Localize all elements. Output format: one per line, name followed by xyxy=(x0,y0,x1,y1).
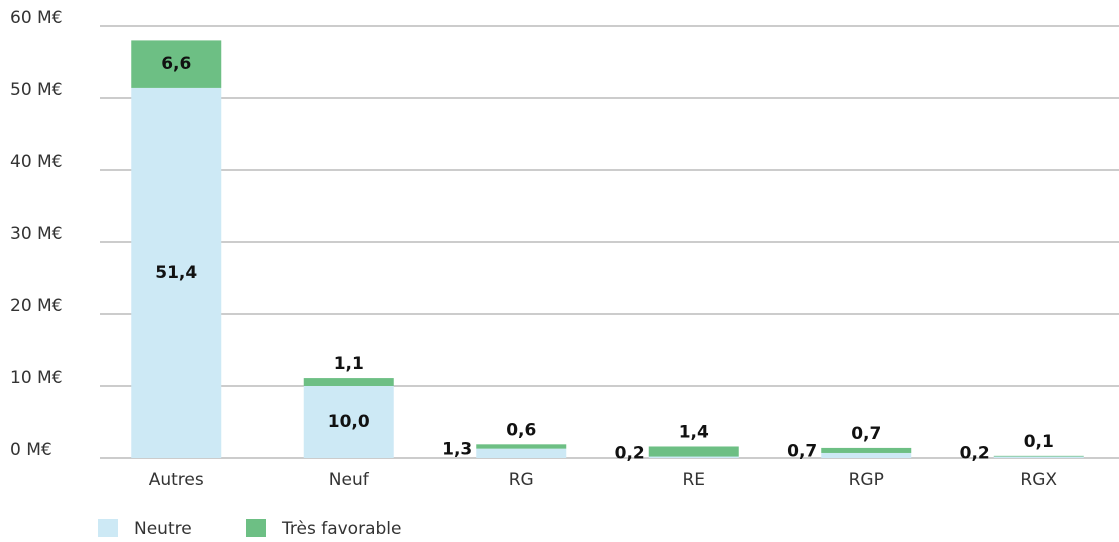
bar-segment xyxy=(648,446,739,457)
x-tick-label: RGX xyxy=(1020,470,1057,490)
bar-segment xyxy=(993,455,1084,457)
y-tick-label: 10 M€ xyxy=(10,368,63,388)
x-tick-label: RE xyxy=(682,470,705,490)
value-label: 0,6 xyxy=(506,420,536,440)
value-label: 1,3 xyxy=(442,439,472,459)
value-label: 0,7 xyxy=(851,424,881,444)
legend-label: Très favorable xyxy=(281,519,401,539)
value-label: 51,4 xyxy=(155,263,197,283)
x-tick-label: Neuf xyxy=(329,470,370,490)
value-label: 1,1 xyxy=(334,354,364,374)
value-label: 10,0 xyxy=(328,412,370,432)
y-tick-label: 30 M€ xyxy=(10,224,63,244)
legend-swatch xyxy=(98,519,118,537)
x-tick-label: Autres xyxy=(149,470,204,490)
y-tick-label: 40 M€ xyxy=(10,152,63,172)
x-tick-label: RG xyxy=(509,470,534,490)
y-tick-label: 50 M€ xyxy=(10,80,63,100)
y-tick-label: 60 M€ xyxy=(10,8,63,28)
value-label: 0,2 xyxy=(615,443,645,463)
legend-swatch xyxy=(246,519,266,537)
y-tick-label: 20 M€ xyxy=(10,296,63,316)
y-tick-label: 0 M€ xyxy=(10,440,52,460)
bar-segment xyxy=(131,87,222,459)
value-label: 0,2 xyxy=(960,443,990,463)
value-label: 0,7 xyxy=(787,441,817,461)
value-label: 0,1 xyxy=(1024,432,1054,452)
legend-label: Neutre xyxy=(134,519,192,539)
bar-segment xyxy=(303,386,394,458)
bar-segment xyxy=(648,456,739,458)
x-tick-label: RGP xyxy=(849,470,884,490)
bar-segment xyxy=(993,456,1084,458)
bar-segment xyxy=(131,40,222,88)
value-label: 1,4 xyxy=(679,422,709,442)
bar-segment xyxy=(821,452,912,458)
bar-segment xyxy=(821,447,912,453)
value-label: 6,6 xyxy=(161,54,191,74)
bar-segment xyxy=(476,444,567,449)
bar-segment xyxy=(476,448,567,458)
bar-segment xyxy=(303,378,394,386)
